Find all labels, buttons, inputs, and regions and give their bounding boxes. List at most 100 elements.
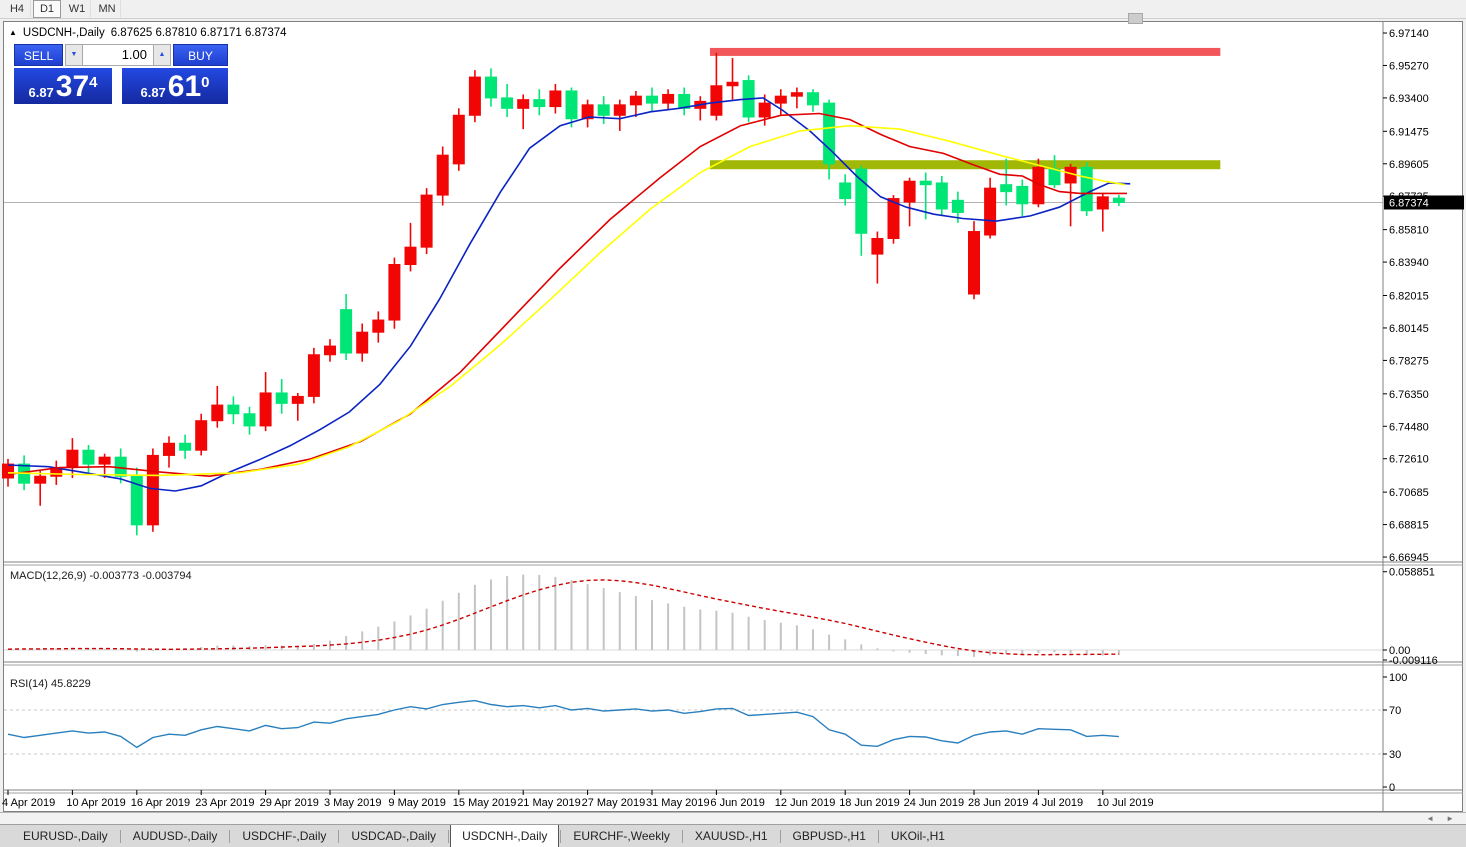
chart-tab-ukoil[interactable]: UKOil-,H1 — [890, 829, 945, 843]
chart-title: ▲ USDCNH-,Daily 6.87625 6.87810 6.87171 … — [9, 27, 287, 39]
resistance-band[interactable] — [709, 47, 1221, 56]
candle-body[interactable] — [887, 198, 900, 239]
candle-body[interactable] — [211, 404, 224, 422]
candle-body[interactable] — [356, 331, 369, 354]
candle-body[interactable] — [259, 392, 272, 427]
tab-scroll-right-icon[interactable]: ► — [1446, 814, 1454, 823]
candle-body[interactable] — [420, 194, 433, 248]
candle-body[interactable] — [646, 95, 658, 104]
candle-body[interactable] — [565, 90, 578, 120]
candle-body[interactable] — [807, 92, 819, 106]
candle-body[interactable] — [452, 114, 465, 165]
candle-body[interactable] — [2, 463, 14, 479]
candle-body[interactable] — [871, 237, 884, 255]
timeframe-button-h4[interactable]: H4 — [3, 0, 31, 18]
candle-body[interactable] — [903, 180, 916, 203]
candle-body[interactable] — [855, 168, 868, 234]
sell-button[interactable]: SELL — [14, 44, 63, 66]
candle-body[interactable] — [82, 449, 95, 465]
candle-body[interactable] — [758, 102, 771, 118]
candle-body[interactable] — [629, 95, 642, 106]
tab-scrollbar: ◄ ► — [0, 812, 1466, 824]
candle-body[interactable] — [549, 90, 562, 108]
candle-body[interactable] — [533, 99, 546, 108]
tab-separator — [681, 830, 683, 843]
candle-body[interactable] — [195, 420, 208, 451]
candle-body[interactable] — [388, 264, 401, 321]
buy-price-box[interactable]: 6.87 61 0 — [122, 68, 228, 104]
candle-body[interactable] — [774, 95, 787, 104]
date-axis-label: 12 Jun 2019 — [775, 797, 836, 809]
timeframe-button-d1[interactable]: D1 — [33, 0, 61, 18]
candle-body[interactable] — [1016, 185, 1029, 205]
tab-scroll-left-icon[interactable]: ◄ — [1426, 814, 1434, 823]
candle-body[interactable] — [839, 182, 852, 200]
candle-body[interactable] — [662, 93, 675, 104]
chart-scroll-thumb[interactable] — [1128, 13, 1143, 24]
support-band[interactable] — [709, 160, 1221, 170]
price-axis-label: 6.93400 — [1389, 93, 1429, 105]
date-axis-label: 24 Jun 2019 — [904, 797, 965, 809]
chart-tab-usdcad[interactable]: USDCAD-,Daily — [351, 829, 437, 843]
candle-body[interactable] — [790, 92, 803, 97]
candle-body[interactable] — [1112, 197, 1125, 203]
candle-body[interactable] — [919, 180, 932, 186]
candle-body[interactable] — [275, 392, 288, 404]
candle-body[interactable] — [823, 102, 836, 165]
candle-body[interactable] — [146, 454, 159, 526]
candle-body[interactable] — [227, 404, 240, 415]
candle-body[interactable] — [613, 104, 626, 116]
candle-body[interactable] — [291, 395, 304, 404]
buy-button[interactable]: BUY — [173, 44, 228, 66]
candle-body[interactable] — [34, 475, 47, 484]
current-price-value: 6.87374 — [1389, 197, 1429, 209]
date-axis-label: 4 Apr 2019 — [2, 797, 55, 809]
candle-body[interactable] — [1048, 168, 1061, 186]
candle-body[interactable] — [372, 319, 385, 333]
one-click-collapse-icon[interactable]: ▲ — [9, 28, 17, 37]
sell-price-box[interactable]: 6.87 37 4 — [14, 68, 112, 104]
chart-tab-usdcnh[interactable]: USDCNH-,Daily — [450, 825, 560, 847]
chart-tab-audusd[interactable]: AUDUSD-,Daily — [132, 829, 218, 843]
candle-body[interactable] — [968, 231, 980, 295]
chart-tab-xauusd[interactable]: XAUUSD-,H1 — [694, 829, 768, 843]
candle-body[interactable] — [340, 309, 353, 354]
chart-tab-usdchf[interactable]: USDCHF-,Daily — [242, 829, 327, 843]
chart-tab-gbpusd[interactable]: GBPUSD-,H1 — [792, 829, 866, 843]
candle-body[interactable] — [436, 154, 449, 196]
candle-body[interactable] — [468, 76, 481, 116]
volume-increase-button[interactable]: ▲ — [153, 44, 171, 66]
candle-body[interactable] — [179, 442, 192, 451]
ma-slow-line — [7, 124, 1126, 477]
candle-body[interactable] — [501, 97, 514, 109]
candle-body[interactable] — [1000, 184, 1013, 193]
chart-tab-eurchf[interactable]: EURCHF-,Weekly — [573, 829, 670, 843]
candle-body[interactable] — [243, 413, 256, 427]
volume-input[interactable]: 1.00 — [83, 44, 153, 66]
candle-body[interactable] — [726, 81, 739, 87]
timeframe-button-w1[interactable]: W1 — [63, 0, 91, 18]
candle-body[interactable] — [130, 475, 143, 526]
volume-decrease-button[interactable]: ▼ — [65, 44, 83, 66]
candle-body[interactable] — [935, 182, 948, 210]
candle-body[interactable] — [951, 199, 964, 213]
candle-body[interactable] — [1080, 166, 1093, 212]
timeframe-button-mn[interactable]: MN — [93, 0, 121, 18]
candle-body[interactable] — [404, 246, 417, 266]
candle-body[interactable] — [984, 187, 997, 236]
chart-tab-eurusd[interactable]: EURUSD-,Daily — [23, 829, 108, 843]
candle-body[interactable] — [98, 456, 111, 465]
candle-body[interactable] — [581, 104, 594, 120]
candle-body[interactable] — [485, 76, 497, 99]
date-axis-label: 9 May 2019 — [388, 797, 445, 809]
candle-body[interactable] — [710, 85, 723, 116]
candle-body[interactable] — [163, 442, 175, 456]
candle-body[interactable] — [678, 93, 691, 109]
candle-body[interactable] — [517, 99, 530, 109]
candle-body[interactable] — [1096, 196, 1109, 210]
candle-body[interactable] — [324, 345, 336, 356]
candle-body[interactable] — [307, 354, 320, 397]
candle-body[interactable] — [66, 449, 79, 469]
candle-body[interactable] — [597, 104, 610, 116]
